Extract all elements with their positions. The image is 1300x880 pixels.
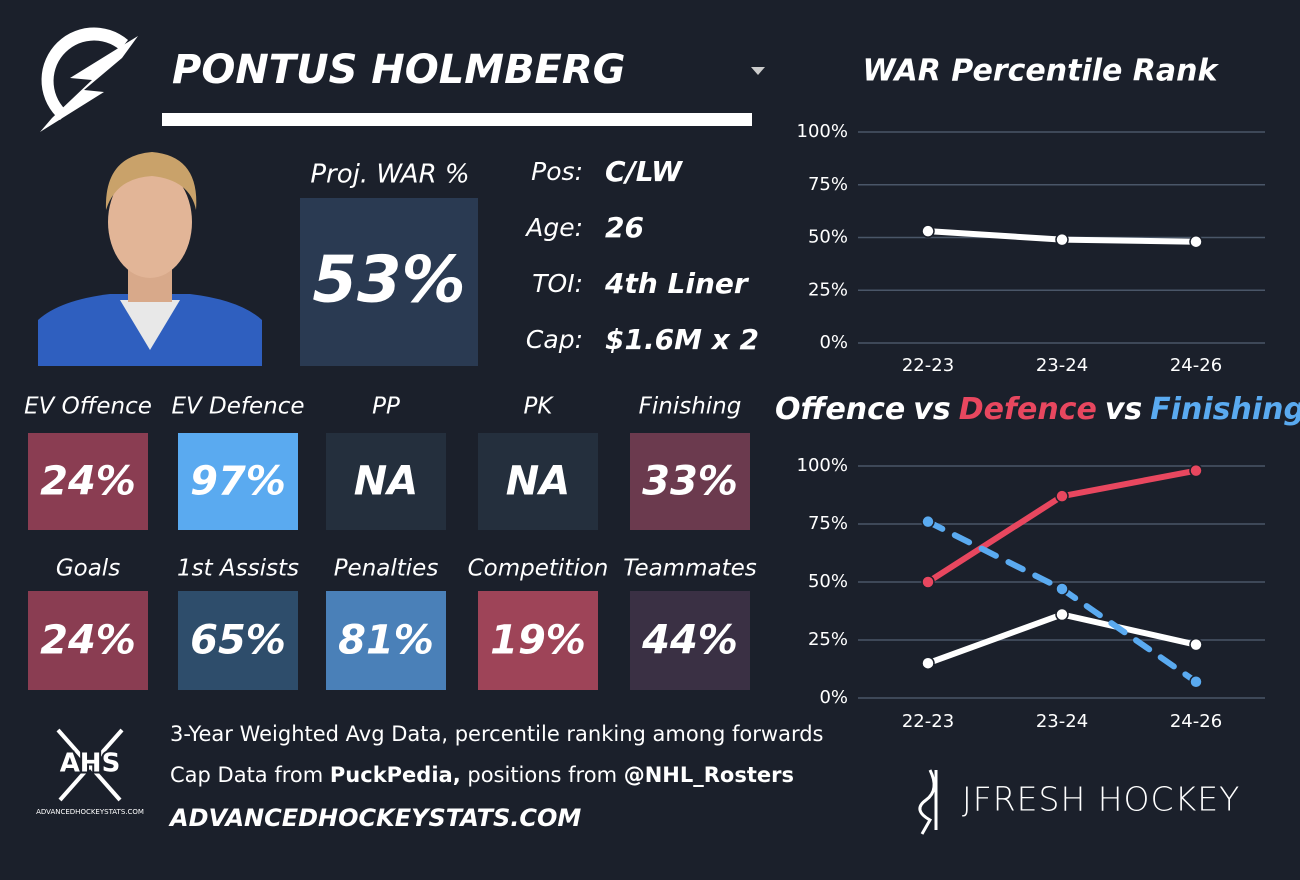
x-tick-label: 23-24 bbox=[1036, 355, 1088, 376]
x-tick-label: 22-23 bbox=[902, 711, 954, 732]
dropdown-caret[interactable] bbox=[751, 67, 765, 75]
chart-title: WAR Percentile Rank bbox=[863, 54, 1220, 89]
data-point bbox=[1055, 489, 1069, 503]
tile-label: Goals bbox=[56, 556, 120, 582]
ahs-logo bbox=[56, 728, 124, 802]
tile-box bbox=[326, 591, 446, 690]
tile-label: Penalties bbox=[334, 556, 439, 582]
tile-box bbox=[630, 591, 750, 690]
chart-title: Offence vs Defence vs Finishing bbox=[775, 392, 1300, 427]
tile-value: 24% bbox=[40, 459, 136, 505]
data-point bbox=[921, 224, 935, 238]
tile-label: 1st Assists bbox=[177, 556, 299, 582]
tile-value: 97% bbox=[190, 459, 286, 505]
tile-value: 24% bbox=[40, 618, 136, 664]
tile-box bbox=[28, 433, 148, 530]
data-point bbox=[1189, 675, 1203, 689]
footer-site: ADVANCEDHOCKEYSTATS.COM bbox=[168, 804, 581, 832]
player-photo bbox=[38, 152, 262, 366]
x-tick-label: 23-24 bbox=[1036, 711, 1088, 732]
data-point bbox=[921, 575, 935, 589]
tile-label: PP bbox=[372, 394, 400, 420]
credit-segment: @NHL_Rosters bbox=[624, 763, 794, 787]
tile-value: 65% bbox=[190, 618, 286, 664]
info-label: Age: bbox=[524, 213, 583, 242]
tile-value: 81% bbox=[338, 618, 434, 664]
tile-box bbox=[478, 433, 598, 530]
y-tick-label: 100% bbox=[797, 455, 848, 476]
tile-label: PK bbox=[524, 394, 555, 420]
y-tick-label: 0% bbox=[819, 332, 848, 353]
credit-segment: positions from bbox=[461, 763, 624, 787]
data-point bbox=[1189, 637, 1203, 652]
y-tick-label: 100% bbox=[797, 121, 848, 142]
x-tick-label: 24-26 bbox=[1170, 355, 1222, 376]
y-tick-label: 25% bbox=[808, 279, 848, 300]
info-label: Pos: bbox=[531, 157, 583, 186]
tile-value: 33% bbox=[642, 459, 738, 505]
credit-segment: Cap Data from bbox=[170, 763, 330, 787]
data-point bbox=[921, 514, 935, 529]
tile-box bbox=[630, 433, 750, 530]
y-tick-label: 0% bbox=[819, 687, 848, 708]
proj-war-box bbox=[300, 198, 478, 366]
team-logo bbox=[40, 27, 138, 132]
tile-box bbox=[28, 591, 148, 690]
jfresh-mark bbox=[918, 769, 938, 835]
ahs-logo-site: ADVANCEDHOCKEYSTATS.COM bbox=[36, 808, 144, 816]
y-tick-label: 50% bbox=[808, 571, 848, 592]
info-value: $1.6M x 2 bbox=[605, 323, 759, 356]
title-separator: vs bbox=[1105, 392, 1142, 427]
proj-war-label: Proj. WAR % bbox=[310, 160, 469, 190]
y-tick-label: 75% bbox=[808, 513, 848, 534]
tile-value: 44% bbox=[641, 618, 738, 664]
info-value: 4th Liner bbox=[604, 267, 750, 300]
y-tick-label: 50% bbox=[808, 227, 848, 248]
tile-box bbox=[478, 591, 598, 690]
legend-entry: Offence bbox=[775, 392, 905, 427]
y-tick-label: 25% bbox=[808, 629, 848, 650]
data-point bbox=[921, 656, 935, 670]
title-separator: vs bbox=[913, 392, 950, 427]
credit-segment: PuckPedia, bbox=[330, 763, 461, 787]
footer-credits: Cap Data from PuckPedia, positions from … bbox=[170, 763, 794, 787]
tile-label: Finishing bbox=[639, 394, 742, 420]
data-point bbox=[1055, 607, 1069, 622]
legend-entry: Defence bbox=[959, 392, 1097, 427]
tile-label: EV Defence bbox=[171, 394, 304, 420]
tile-label: Competition bbox=[468, 556, 609, 582]
tile-value: NA bbox=[506, 459, 570, 505]
tile-box bbox=[178, 433, 298, 530]
legend-entry: Finishing bbox=[1150, 392, 1300, 427]
tile-label: EV Offence bbox=[24, 394, 152, 420]
tile-label: Teammates bbox=[623, 556, 757, 582]
info-value: C/LW bbox=[605, 155, 683, 188]
info-value: 26 bbox=[605, 211, 644, 244]
data-point bbox=[1189, 234, 1203, 249]
title-underline bbox=[162, 113, 752, 126]
info-label: Cap: bbox=[526, 325, 583, 354]
data-point bbox=[1055, 232, 1069, 247]
jfresh-logo-text: JFRESH HOCKEY bbox=[962, 780, 1240, 819]
tile-value: NA bbox=[354, 459, 418, 505]
x-tick-label: 22-23 bbox=[902, 355, 954, 376]
data-point bbox=[1189, 463, 1203, 478]
footer-note: 3-Year Weighted Avg Data, percentile ran… bbox=[170, 722, 824, 746]
data-point bbox=[1055, 582, 1069, 596]
tile-box bbox=[178, 591, 298, 690]
tile-value: 19% bbox=[490, 618, 586, 664]
ahs-logo-text: AHS bbox=[60, 749, 121, 779]
y-tick-label: 75% bbox=[808, 174, 848, 195]
info-label: TOI: bbox=[532, 269, 583, 298]
player-name: PONTUS HOLMBERG bbox=[172, 47, 626, 93]
x-tick-label: 24-26 bbox=[1170, 711, 1222, 732]
proj-war-value: 53% bbox=[312, 244, 465, 318]
tile-box bbox=[326, 433, 446, 530]
